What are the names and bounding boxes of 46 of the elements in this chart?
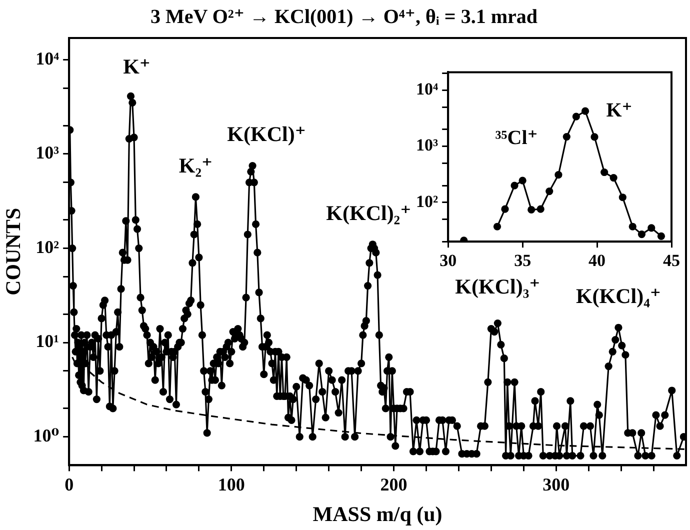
y-tick-label: 10⁴ (36, 48, 60, 68)
x-tick-label: 100 (218, 474, 245, 495)
x-tick-label: 0 (64, 474, 74, 495)
point (562, 132, 570, 141)
point (554, 171, 562, 179)
point (590, 133, 598, 141)
x-tick-label: 40 (588, 251, 606, 270)
point (618, 194, 626, 202)
point (648, 224, 656, 232)
point (518, 176, 526, 184)
y-tick-label: 10¹ (36, 331, 60, 352)
point (600, 168, 608, 176)
annotation: K(KCl)₂⁺ (326, 200, 412, 225)
point (510, 182, 518, 190)
point (572, 112, 580, 120)
chart-title: 3 MeV O²⁺ → KCl(001) → O⁴⁺, θᵢ = 3.1 mrad (150, 6, 538, 28)
annotation: K⁺ (606, 99, 632, 122)
point (546, 187, 554, 196)
point (528, 206, 536, 214)
point (536, 205, 544, 213)
y-tick-label: 10³ (36, 142, 60, 163)
y-tick-label: 10² (36, 236, 60, 257)
y-tick-label: 10⁴ (416, 80, 438, 99)
annotation: K(KCl)⁺ (227, 122, 306, 146)
point (493, 222, 502, 230)
annotation: K₂⁺ (178, 153, 213, 178)
point (581, 107, 590, 115)
y-axis-title: COUNTS (1, 208, 26, 296)
x-axis-title: MASS m/q (u) (312, 502, 442, 526)
annotation: K(KCl)₄⁺ (576, 284, 661, 308)
x-tick-label: 35 (514, 251, 532, 270)
x-tick-label: 30 (440, 251, 457, 270)
y-tick-label: 10³ (416, 136, 438, 155)
annotation: K(KCl)₃⁺ (455, 274, 540, 299)
point (610, 174, 618, 182)
point (501, 205, 509, 213)
point (628, 222, 636, 230)
x-tick-label: 200 (380, 474, 408, 495)
x-tick-label: 300 (542, 474, 570, 495)
y-tick-label: 10⁰ (33, 425, 60, 446)
point (638, 230, 646, 238)
x-tick-label: 45 (663, 251, 680, 270)
annotation: ³⁵Cl⁺ (495, 126, 538, 149)
point (657, 232, 666, 240)
annotation: K⁺ (123, 54, 150, 79)
y-tick-label: 10² (416, 192, 438, 211)
